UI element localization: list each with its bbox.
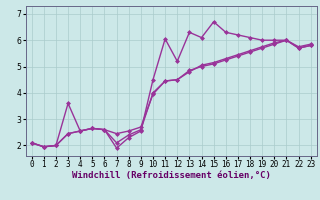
X-axis label: Windchill (Refroidissement éolien,°C): Windchill (Refroidissement éolien,°C) [72, 171, 271, 180]
